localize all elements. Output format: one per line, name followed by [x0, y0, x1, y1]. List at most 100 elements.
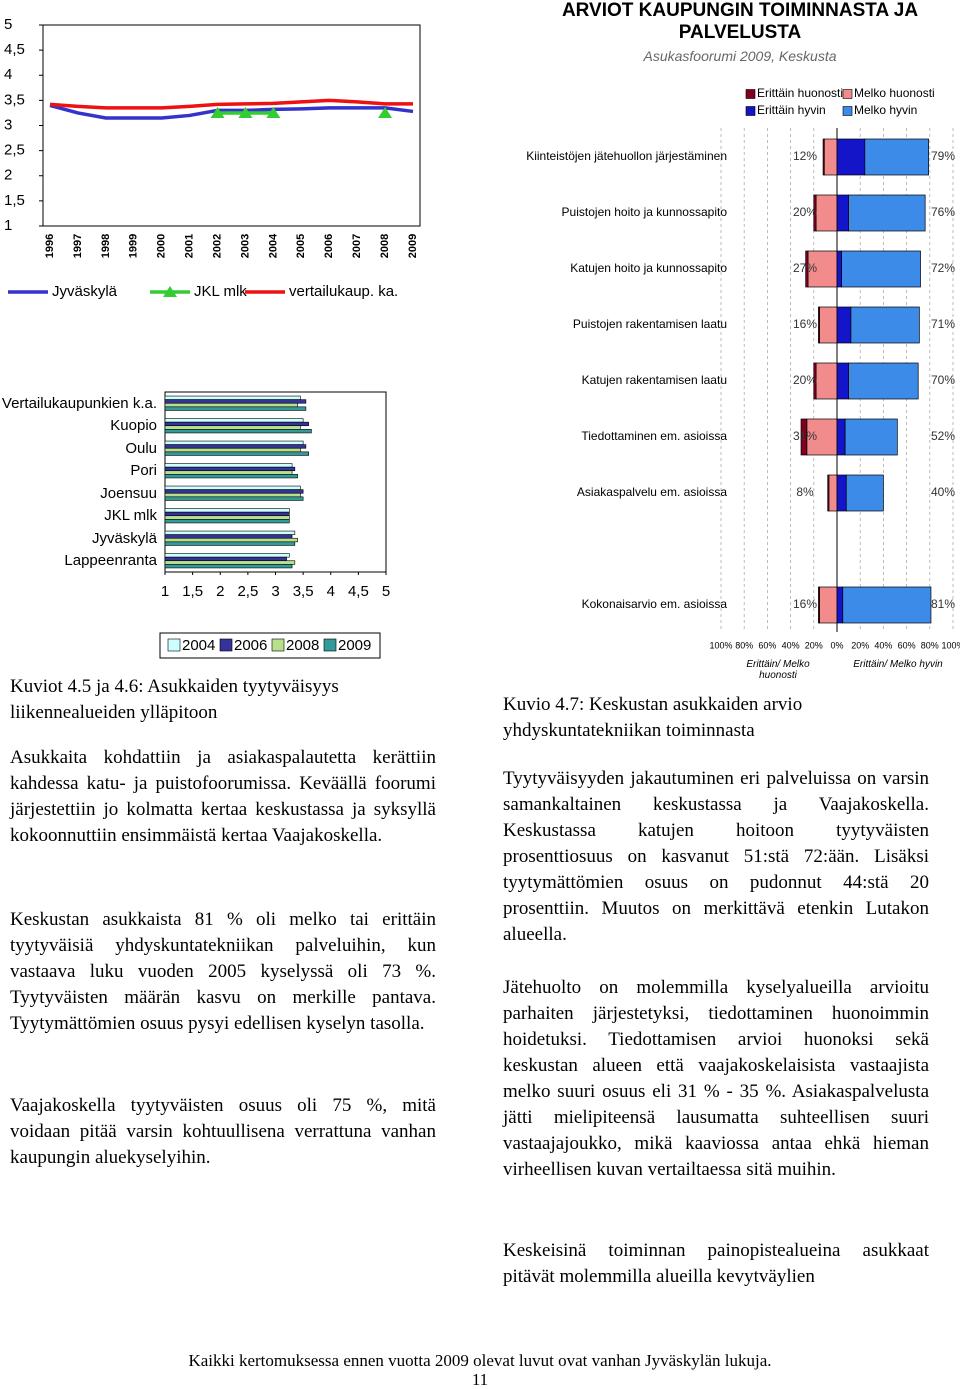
y-tick-label: Vertailukaupunkien k.a.: [1, 394, 157, 412]
x-tick-label: 2007: [351, 234, 363, 258]
bar-segment: [836, 194, 849, 232]
y-tick-label: Joensuu: [100, 484, 157, 502]
bar: [164, 466, 296, 472]
paragraph: Tyytyväisyyden jakautuminen eri palvelui…: [503, 768, 929, 945]
bar: [164, 406, 307, 411]
bar: [164, 553, 290, 558]
y-tick-label: Jyväskylä: [91, 529, 157, 547]
legend-label: 2008: [286, 637, 319, 654]
bar: [164, 489, 304, 494]
axis-label: Erittäin/ Melko huonosti: [746, 659, 810, 681]
total-label: 12%: [793, 149, 817, 163]
x-tick-label: 1,5: [182, 583, 203, 600]
bar: [164, 440, 304, 445]
x-tick-label: 2002: [211, 234, 223, 258]
bar: [164, 492, 301, 498]
bar-segment: [823, 138, 838, 176]
legend-swatch: [219, 638, 233, 652]
bar-segment: [818, 586, 820, 624]
total-label: 70%: [931, 373, 955, 387]
total-label: 8%: [796, 485, 814, 499]
bar-segment: [818, 306, 820, 344]
bar-segment: [827, 474, 830, 512]
x-tick-label: 1996: [44, 234, 56, 258]
y-tick-label: 2: [4, 167, 12, 184]
y-tick-label: Puistojen hoito ja kunnossapito: [562, 205, 728, 219]
bar: [164, 530, 296, 535]
bar-segment: [815, 194, 838, 232]
legend-label: Jyväskylä: [52, 283, 118, 300]
x-tick-label: 1: [161, 583, 169, 600]
bar-segment: [836, 250, 842, 288]
bar: [164, 560, 296, 565]
plot-frame: [42, 24, 421, 227]
x-tick-label: 1999: [128, 234, 140, 258]
bar-segment: [828, 474, 838, 512]
bar: [164, 511, 290, 517]
total-label: 52%: [931, 429, 955, 443]
total-label: 16%: [793, 317, 817, 331]
bar: [164, 537, 298, 543]
bar: [164, 496, 304, 501]
y-tick-label: Oulu: [125, 439, 157, 457]
bar-segment: [844, 418, 898, 456]
legend-box: [741, 85, 936, 121]
x-tick-label: 2003: [239, 234, 251, 258]
footer: Kaikki kertomuksessa ennen vuotta 2009 o…: [188, 1351, 772, 1370]
x-tick-label: 1998: [100, 234, 112, 258]
bar-segment: [806, 418, 838, 456]
x-tick-label: 2000: [156, 234, 168, 258]
page-number: 11: [471, 1370, 489, 1389]
bar-segment: [836, 362, 849, 400]
x-tick-label: 3: [271, 583, 279, 600]
chart-title: ARVIOT KAUPUNGIN TOIMINNASTA JA PALVELUS…: [561, 0, 919, 43]
total-label: 20%: [793, 205, 817, 219]
y-tick-label: Kokonaisarvio em. asioissa: [582, 597, 728, 611]
bar-segment: [848, 194, 926, 232]
x-tick-label: 80%: [735, 640, 753, 650]
x-tick-label: 100%: [941, 640, 960, 650]
line-series: [49, 98, 413, 110]
bar: [164, 418, 304, 423]
bar: [164, 534, 293, 539]
bar: [164, 508, 290, 513]
bar-segment: [836, 474, 847, 512]
bar-segment: [848, 362, 919, 400]
legend-swatch: [745, 89, 756, 99]
legend-label: Melko huonosti: [854, 86, 935, 100]
bar-segment: [845, 474, 884, 512]
bar: [164, 444, 307, 449]
y-tick-label: Lappeenranta: [64, 552, 157, 570]
y-tick-label: Katujen rakentamisen laatu: [582, 373, 727, 387]
x-tick-label: 40%: [874, 640, 892, 650]
legend-label: 2006: [234, 637, 267, 654]
bar: [164, 556, 287, 562]
legend-swatch: [842, 106, 853, 116]
total-label: 27%: [793, 261, 817, 275]
y-tick-label: 1,5: [4, 192, 25, 209]
legend-label: vertailukaup. ka.: [289, 283, 398, 300]
y-tick-label: Pori: [130, 462, 157, 480]
bar: [164, 429, 312, 434]
bar-segment: [836, 418, 846, 456]
paragraph: Asukkaita kohdattiin ja asiakaspalautett…: [10, 747, 436, 846]
x-tick-label: 2: [216, 583, 224, 600]
total-label: 40%: [931, 485, 955, 499]
y-tick-label: Asiakaspalvelu em. asioissa: [577, 485, 727, 499]
y-tick-label: Katujen hoito ja kunnossapito: [570, 261, 727, 275]
x-tick-label: 2006: [323, 234, 335, 258]
x-tick-label: 1997: [72, 234, 84, 258]
y-tick-label: 3: [4, 116, 12, 133]
bar: [164, 421, 309, 427]
legend-label: Melko hyvin: [854, 103, 917, 117]
bar: [164, 519, 290, 524]
axis-label: Erittäin/ Melko hyvin: [853, 659, 943, 670]
y-tick-label: 4,5: [4, 41, 25, 58]
total-label: 31%: [793, 429, 817, 443]
legend-label: JKL mlk: [194, 283, 247, 300]
bar-segment: [864, 138, 929, 176]
x-tick-label: 3,5: [293, 583, 314, 600]
x-tick-label: 60%: [758, 640, 776, 650]
bar-segment: [841, 250, 921, 288]
